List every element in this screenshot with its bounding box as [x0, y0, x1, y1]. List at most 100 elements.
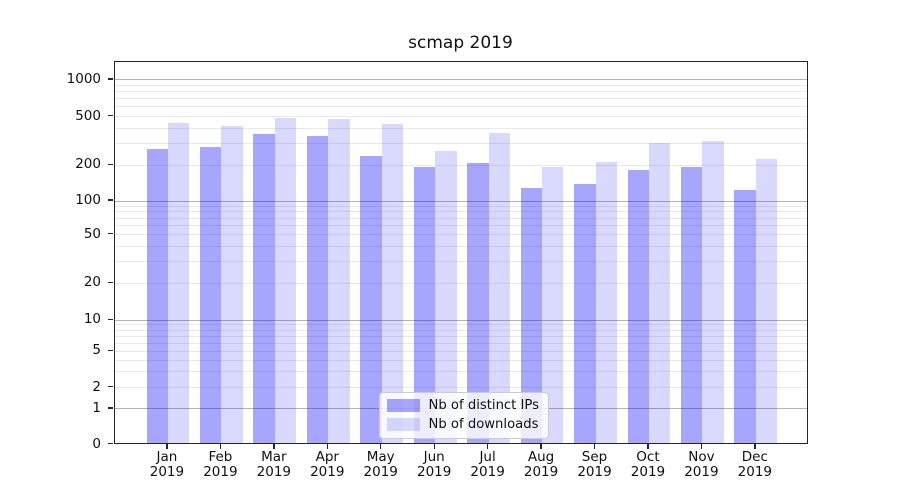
bar-downloads-jul — [488, 132, 510, 443]
x-tick-label: Feb 2019 — [185, 449, 255, 481]
y-tick-mark — [108, 386, 113, 388]
x-tick-mark — [433, 443, 435, 449]
bar-ips-sep — [574, 183, 596, 443]
bar-downloads-apr — [328, 119, 350, 443]
bar-ips-mar — [253, 134, 275, 443]
minor-gridline — [114, 143, 808, 145]
x-tick-year: 2019 — [630, 464, 666, 480]
x-tick-year: 2019 — [470, 464, 505, 480]
x-tick-year: 2019 — [363, 464, 398, 480]
y-tick-mark — [108, 318, 113, 320]
x-tick-year: 2019 — [310, 464, 345, 480]
x-tick-label: Mar 2019 — [239, 448, 309, 481]
y-tick-label: 200 — [75, 156, 101, 173]
x-tick-mark — [326, 443, 328, 449]
major-gridline — [114, 319, 808, 321]
y-tick-label: 10 — [83, 311, 101, 328]
x-tick-label: Nov 2019 — [666, 448, 736, 481]
bar-downloads-jun — [435, 151, 457, 443]
x-tick-mark — [647, 443, 649, 449]
minor-gridline — [114, 164, 808, 166]
legend: Nb of distinct IPs Nb of downloads — [378, 391, 550, 439]
minor-gridline — [114, 371, 808, 373]
minor-gridline — [114, 217, 808, 219]
minor-gridline — [114, 127, 808, 129]
y-tick-label: 100 — [75, 192, 101, 209]
x-tick-label: Aug 2019 — [506, 449, 576, 481]
chart-title: scmap 2019 — [408, 33, 513, 53]
minor-gridline — [114, 211, 808, 213]
minor-gridline — [114, 387, 808, 389]
minor-gridline — [114, 98, 808, 100]
bar-ips-jul — [467, 163, 489, 443]
x-tick-month: Jan — [156, 448, 178, 465]
major-gridline — [114, 79, 808, 81]
x-tick-mark — [700, 443, 703, 449]
x-tick-mark — [754, 443, 756, 449]
x-tick-month: Jun — [423, 448, 445, 465]
bar-downloads-may — [381, 123, 404, 443]
plot-area: Nb of distinct IPs Nb of downloads — [113, 60, 809, 444]
bar-ips-nov — [681, 167, 703, 443]
legend-row: Nb of distinct IPs — [386, 397, 540, 413]
x-tick-year: 2019 — [577, 464, 612, 480]
x-tick-year: 2019 — [256, 464, 291, 480]
minor-gridline — [114, 91, 808, 93]
y-tick-label: 1000 — [66, 70, 101, 87]
bar-ips-dec — [734, 189, 756, 443]
x-tick-mark — [219, 443, 222, 449]
x-tick-label: Jan 2019 — [132, 448, 202, 481]
x-tick-month: Jul — [479, 448, 496, 465]
y-tick-label: 500 — [75, 107, 101, 124]
bar-ips-oct — [627, 170, 649, 443]
y-tick-mark — [108, 233, 113, 235]
x-tick-year: 2019 — [416, 464, 452, 480]
minor-gridline — [114, 329, 808, 331]
x-tick-mark — [166, 443, 168, 449]
bar-ips-jan — [146, 149, 168, 443]
x-tick-year: 2019 — [149, 464, 185, 480]
y-tick-mark — [108, 115, 113, 117]
y-tick-mark — [108, 442, 113, 445]
y-tick-label: 2 — [92, 378, 101, 395]
y-tick-mark — [108, 78, 113, 80]
legend-label: Nb of distinct IPs — [428, 397, 540, 413]
bar-downloads-feb — [221, 125, 243, 443]
minor-gridline — [114, 205, 808, 207]
bar-downloads-aug — [542, 167, 564, 443]
bar-downloads-mar — [274, 117, 297, 443]
major-gridline — [114, 200, 808, 202]
x-tick-label: Sep 2019 — [560, 449, 630, 481]
minor-gridline — [114, 116, 808, 118]
bar-downloads-jan — [167, 122, 190, 443]
legend-row: Nb of downloads — [386, 416, 540, 432]
bar-downloads-dec — [755, 159, 778, 443]
minor-gridline — [114, 246, 808, 247]
x-tick-month: Nov — [688, 448, 715, 465]
bar-downloads-nov — [702, 140, 724, 443]
minor-gridline — [114, 225, 808, 227]
bar-ips-may — [360, 155, 382, 443]
minor-gridline — [114, 359, 808, 361]
minor-gridline — [114, 335, 808, 337]
x-tick-label: Dec 2019 — [720, 449, 790, 481]
x-tick-year: 2019 — [203, 464, 238, 480]
y-tick-mark — [108, 281, 113, 283]
x-tick-year: 2019 — [737, 464, 773, 480]
x-tick-mark — [380, 443, 382, 449]
legend-swatch — [386, 398, 420, 412]
bar-ips-feb — [200, 147, 222, 443]
grid-layer — [114, 62, 808, 443]
y-tick-label: 0 — [92, 435, 101, 452]
minor-gridline — [114, 282, 808, 284]
x-tick-year: 2019 — [684, 464, 719, 480]
y-tick-label: 20 — [83, 274, 101, 291]
minor-gridline — [114, 106, 808, 108]
x-tick-mark — [487, 443, 489, 449]
bar-layer — [115, 62, 808, 443]
x-tick-month: Mar — [261, 448, 287, 465]
legend-label: Nb of downloads — [428, 416, 539, 432]
y-tick-mark — [108, 163, 113, 165]
x-tick-month: Oct — [636, 448, 660, 465]
x-tick-mark — [593, 443, 596, 449]
